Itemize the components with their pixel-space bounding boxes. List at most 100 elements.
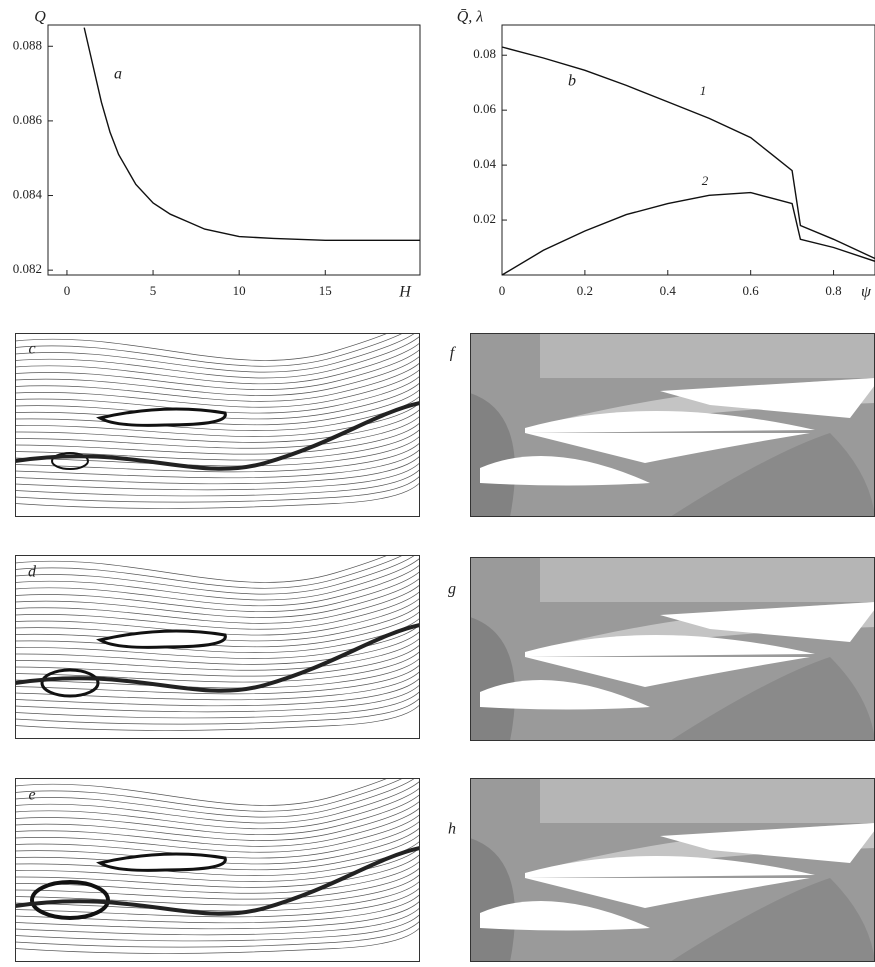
panel-content <box>15 778 420 962</box>
streamline <box>15 900 420 930</box>
streamline <box>15 333 416 373</box>
panel-frame <box>15 333 420 517</box>
streamline <box>15 820 420 859</box>
contour <box>670 878 875 962</box>
blade <box>525 410 815 433</box>
streamline <box>15 348 420 390</box>
wake <box>15 846 420 916</box>
streamline <box>15 778 416 818</box>
streamline <box>15 577 420 618</box>
y-tick-label: 0.04 <box>473 156 496 171</box>
blade <box>525 433 810 463</box>
streamline <box>15 590 420 630</box>
streamline <box>15 362 420 402</box>
streamline <box>15 388 420 426</box>
streamline <box>15 847 420 882</box>
streamline <box>15 670 420 701</box>
streamline <box>15 557 420 601</box>
y-tick-label: 0.06 <box>473 101 496 116</box>
panel-label: d <box>28 564 37 581</box>
streamline <box>15 927 420 954</box>
contour <box>470 838 515 962</box>
panel-bg <box>15 333 420 517</box>
curve-label: 2 <box>702 173 709 188</box>
streamline <box>15 840 420 877</box>
x-tick-label: 0.8 <box>825 283 841 298</box>
streamline <box>15 657 420 689</box>
panel-label: b <box>568 73 576 90</box>
flow-panel <box>15 333 420 517</box>
flow-panel <box>470 557 875 741</box>
blade <box>525 878 810 908</box>
panel-content <box>15 555 420 739</box>
streamline <box>15 650 420 683</box>
contour <box>540 778 875 823</box>
panel-content <box>15 333 420 517</box>
blade <box>660 602 875 642</box>
streamline <box>15 778 404 812</box>
vortex <box>96 852 227 872</box>
blade <box>480 456 650 486</box>
panel-label: h <box>448 821 456 838</box>
streamline <box>15 382 420 420</box>
vortex <box>51 452 89 470</box>
panel-label: a <box>114 66 122 83</box>
streamline <box>15 833 420 871</box>
y-axis-label: Q <box>34 9 46 26</box>
y-tick-label: 0.086 <box>13 112 43 127</box>
streamline <box>15 462 420 491</box>
streamline <box>15 428 420 461</box>
streamline <box>15 468 420 497</box>
streamline <box>15 555 416 595</box>
streamline <box>15 684 420 713</box>
streamline <box>15 780 420 824</box>
x-tick-label: 10 <box>233 283 246 298</box>
streamline <box>15 342 420 385</box>
blade <box>480 901 650 931</box>
streamline <box>15 690 420 719</box>
wake <box>15 401 420 471</box>
x-tick-label: 5 <box>150 283 157 298</box>
blade <box>525 657 810 687</box>
streamline <box>15 555 404 589</box>
flow-panel <box>470 778 875 962</box>
panel-label: c <box>28 341 35 358</box>
panel-label: e <box>28 787 35 804</box>
streamline <box>15 368 420 408</box>
streamline <box>15 704 420 731</box>
streamline <box>15 893 420 924</box>
wake <box>15 623 420 693</box>
panel-bg <box>15 778 420 962</box>
streamline <box>15 435 420 467</box>
y-tick-label: 0.08 <box>473 46 496 61</box>
streamline <box>15 920 420 948</box>
y-tick-label: 0.02 <box>473 211 496 226</box>
streamline <box>15 793 420 835</box>
x-tick-label: 0.4 <box>660 283 677 298</box>
curve-label: 1 <box>700 83 707 98</box>
y-tick-label: 0.084 <box>13 187 43 202</box>
vortex <box>96 407 227 427</box>
x-tick-label: 0.6 <box>743 283 760 298</box>
streamline <box>15 624 420 659</box>
streamline <box>15 913 420 942</box>
x-tick-label: 15 <box>319 283 332 298</box>
streamline <box>15 807 420 847</box>
blade <box>660 378 875 418</box>
y-tick-label: 0.082 <box>13 261 42 276</box>
blade <box>480 680 650 710</box>
vortex <box>30 880 110 920</box>
x-tick-label: 0 <box>64 283 71 298</box>
plot-frame <box>47 24 421 276</box>
y-axis-label: Q̄, λ <box>457 9 484 26</box>
blade <box>660 823 875 863</box>
streamline <box>15 827 420 865</box>
streamline <box>15 355 420 396</box>
streamline <box>15 555 389 583</box>
streamline <box>15 630 420 665</box>
curve <box>501 191 875 276</box>
contour <box>540 557 875 602</box>
streamline <box>15 442 420 473</box>
x-axis-label: H <box>398 284 412 301</box>
streamline <box>15 778 389 806</box>
